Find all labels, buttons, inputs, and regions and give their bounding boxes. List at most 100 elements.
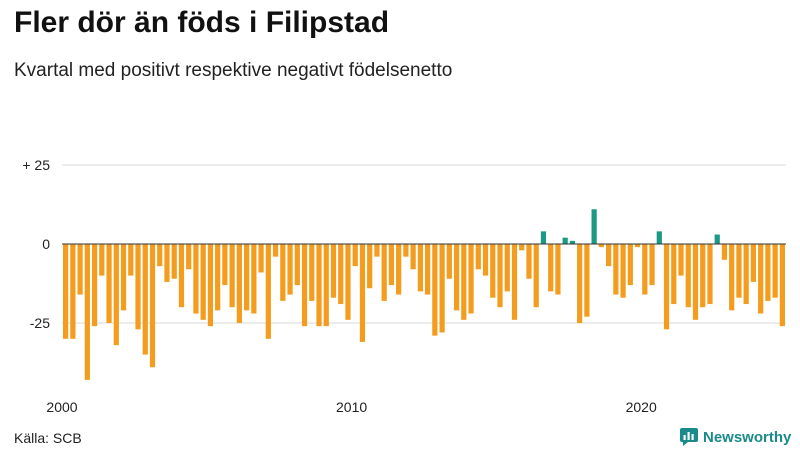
y-tick-label: -25 <box>30 315 50 331</box>
bar-10 <box>135 244 141 330</box>
bar-7 <box>113 244 119 346</box>
bar-6 <box>106 244 112 323</box>
bar-47 <box>403 244 409 257</box>
bar-33 <box>301 244 308 327</box>
bar-49 <box>417 244 423 292</box>
bar-94 <box>743 244 749 305</box>
bar-82 <box>656 231 662 244</box>
label-layer: + 25 0 -25 2000 2010 2020 <box>22 157 657 415</box>
y-tick-label: + 25 <box>22 157 50 173</box>
bar-77 <box>620 244 626 298</box>
bar-44 <box>381 244 387 301</box>
bar-51 <box>432 244 438 336</box>
bar-54 <box>453 244 460 311</box>
bar-55 <box>461 244 467 320</box>
bar-89 <box>707 244 713 305</box>
bar-43 <box>374 244 380 257</box>
bar-34 <box>309 244 315 301</box>
bar-46 <box>396 244 402 295</box>
bar-61 <box>504 244 510 292</box>
bar-8 <box>120 244 127 311</box>
bar-41 <box>359 244 366 342</box>
bar-72 <box>584 244 590 317</box>
bar-38 <box>338 244 344 305</box>
bar-97 <box>765 244 771 301</box>
bar-25 <box>244 244 250 311</box>
bar-62 <box>511 244 518 320</box>
bar-64 <box>526 244 532 279</box>
bar-3 <box>84 244 90 380</box>
bar-31 <box>287 244 293 295</box>
bar-0 <box>63 244 69 339</box>
bar-87 <box>692 244 699 320</box>
bar-29 <box>272 244 279 257</box>
bar-66 <box>540 231 547 244</box>
bar-42 <box>367 244 373 289</box>
bar-84 <box>671 244 677 305</box>
bar-71 <box>577 244 583 323</box>
bar-75 <box>606 244 612 267</box>
bar-26 <box>251 244 257 314</box>
bar-88 <box>700 244 706 308</box>
x-tick-label: 2010 <box>336 399 367 415</box>
bar-45 <box>388 244 395 286</box>
bar-30 <box>280 244 286 301</box>
bar-23 <box>229 244 235 308</box>
bar-68 <box>555 244 561 295</box>
bar-80 <box>642 244 648 295</box>
bar-93 <box>736 244 742 298</box>
bar-63 <box>519 244 525 251</box>
bar-11 <box>142 244 148 355</box>
source-note: Källa: SCB <box>14 430 82 446</box>
bar-86 <box>685 244 691 308</box>
bar-81 <box>649 244 655 286</box>
bar-79 <box>634 244 641 248</box>
bar-48 <box>410 244 416 270</box>
bar-70 <box>569 240 576 244</box>
newsworthy-logo-icon <box>680 428 698 446</box>
bar-78 <box>627 244 633 286</box>
bar-36 <box>323 244 329 327</box>
bar-76 <box>613 244 619 295</box>
bar-74 <box>598 244 604 248</box>
bar-16 <box>178 244 185 308</box>
bar-57 <box>475 244 481 270</box>
bar-21 <box>215 244 221 311</box>
bar-90 <box>714 234 720 244</box>
bar-19 <box>200 244 206 320</box>
bar-69 <box>562 237 568 244</box>
bar-28 <box>265 244 271 339</box>
bar-37 <box>330 244 337 298</box>
bar-98 <box>772 244 778 298</box>
bar-layer <box>63 209 785 380</box>
bar-13 <box>157 244 163 267</box>
bar-91 <box>721 244 728 260</box>
bar-52 <box>439 244 445 333</box>
brand-logo[interactable]: Newsworthy <box>680 428 791 446</box>
bar-12 <box>149 244 156 368</box>
bar-73 <box>591 209 597 244</box>
brand-name: Newsworthy <box>703 428 792 446</box>
bar-67 <box>548 244 554 292</box>
bar-35 <box>316 244 322 327</box>
bar-85 <box>678 244 684 276</box>
chart-title: Fler dör än föds i Filipstad <box>14 6 390 39</box>
bar-9 <box>128 244 134 276</box>
bar-14 <box>164 244 170 282</box>
bar-1 <box>70 244 76 339</box>
bar-18 <box>193 244 199 314</box>
x-tick-label: 2020 <box>626 399 657 415</box>
bar-83 <box>663 244 670 330</box>
bar-65 <box>533 244 539 308</box>
bar-56 <box>468 244 474 314</box>
bar-5 <box>99 244 105 276</box>
bar-39 <box>345 244 351 320</box>
bar-2 <box>77 244 83 295</box>
bar-58 <box>482 244 489 276</box>
bar-53 <box>446 244 452 279</box>
bar-22 <box>222 244 228 286</box>
bar-24 <box>236 244 242 323</box>
bar-40 <box>352 244 358 267</box>
bar-27 <box>258 244 264 273</box>
